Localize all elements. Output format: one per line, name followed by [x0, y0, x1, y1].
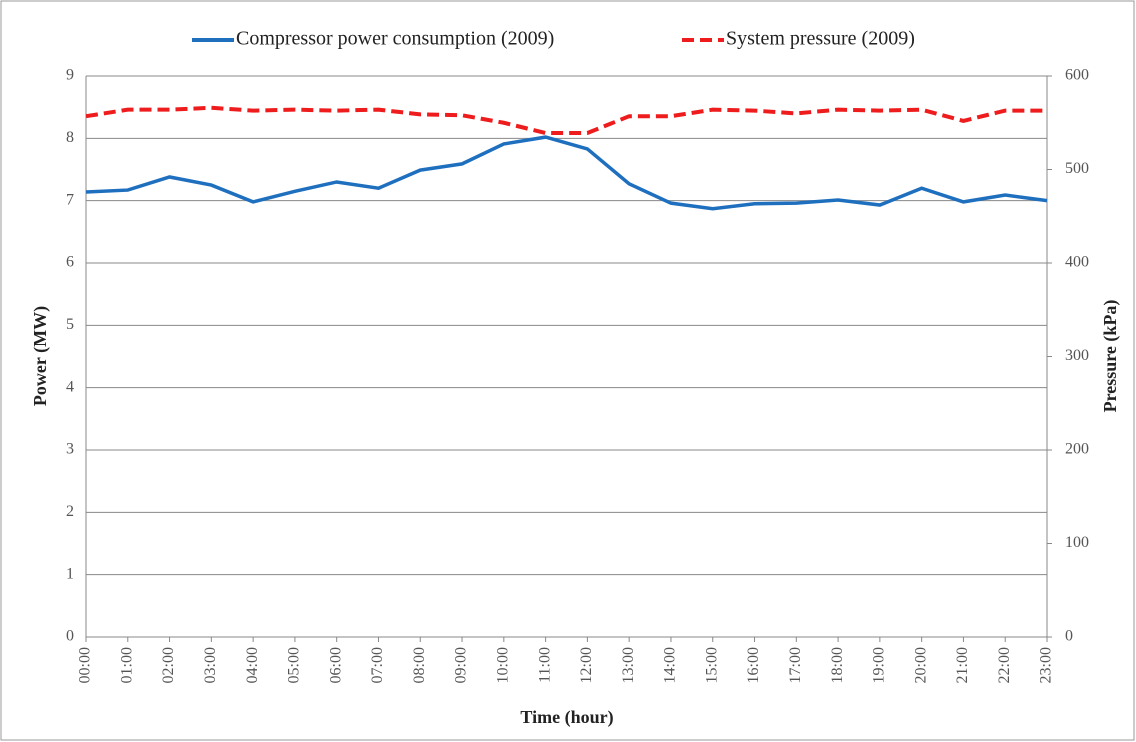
x-tick-label: 15:00	[703, 647, 720, 683]
x-tick-label: 20:00	[912, 647, 929, 683]
series-line	[85, 135, 1048, 211]
x-axis-title: Time (hour)	[520, 707, 613, 728]
y-tick-label: 2	[66, 503, 74, 520]
y2-tick-label: 400	[1065, 254, 1089, 271]
y2-tick-label: 0	[1065, 628, 1073, 645]
x-tick-label: 02:00	[160, 647, 177, 683]
y2-tick-label: 600	[1065, 67, 1089, 84]
x-tick-label: 00:00	[77, 647, 94, 683]
y-tick-label: 4	[66, 378, 74, 395]
x-tick-label: 13:00	[620, 647, 637, 683]
y2-tick-label: 200	[1065, 441, 1089, 458]
x-tick-label: 07:00	[369, 647, 386, 683]
x-tick-label: 04:00	[244, 647, 261, 683]
y2-tick-label: 500	[1065, 160, 1089, 177]
x-tick-label: 12:00	[578, 647, 595, 683]
legend-label: System pressure (2009)	[726, 28, 915, 50]
legend-label: Compressor power consumption (2009)	[236, 28, 554, 50]
x-tick-label: 23:00	[1038, 647, 1055, 683]
x-tick-label: 01:00	[118, 647, 135, 683]
x-tick-label: 06:00	[327, 647, 344, 683]
x-tick-label: 09:00	[453, 647, 470, 683]
y2-tick-label: 100	[1065, 534, 1089, 551]
y-tick-label: 9	[66, 67, 74, 84]
y-axis-title: Power (MW)	[30, 306, 51, 406]
y-tick-label: 6	[66, 254, 74, 271]
y-tick-label: 8	[66, 129, 74, 146]
x-tick-label: 16:00	[745, 647, 762, 683]
x-tick-label: 17:00	[787, 647, 804, 683]
y2-axis-title: Pressure (kPa)	[1100, 300, 1121, 413]
y-tick-label: 1	[66, 565, 74, 582]
y-tick-label: 5	[66, 316, 74, 333]
x-tick-label: 18:00	[829, 647, 846, 683]
x-tick-label: 10:00	[494, 647, 511, 683]
x-tick-label: 08:00	[411, 647, 428, 683]
x-tick-label: 11:00	[536, 647, 553, 683]
x-tick-label: 19:00	[871, 647, 888, 683]
y2-tick-label: 300	[1065, 347, 1089, 364]
y-tick-label: 7	[66, 191, 74, 208]
x-tick-label: 14:00	[662, 647, 679, 683]
x-tick-label: 21:00	[954, 647, 971, 683]
x-tick-label: 03:00	[202, 647, 219, 683]
x-tick-label: 05:00	[286, 647, 303, 683]
x-tick-label: 22:00	[996, 647, 1013, 683]
y-tick-label: 0	[66, 628, 74, 645]
y-tick-label: 3	[66, 441, 74, 458]
